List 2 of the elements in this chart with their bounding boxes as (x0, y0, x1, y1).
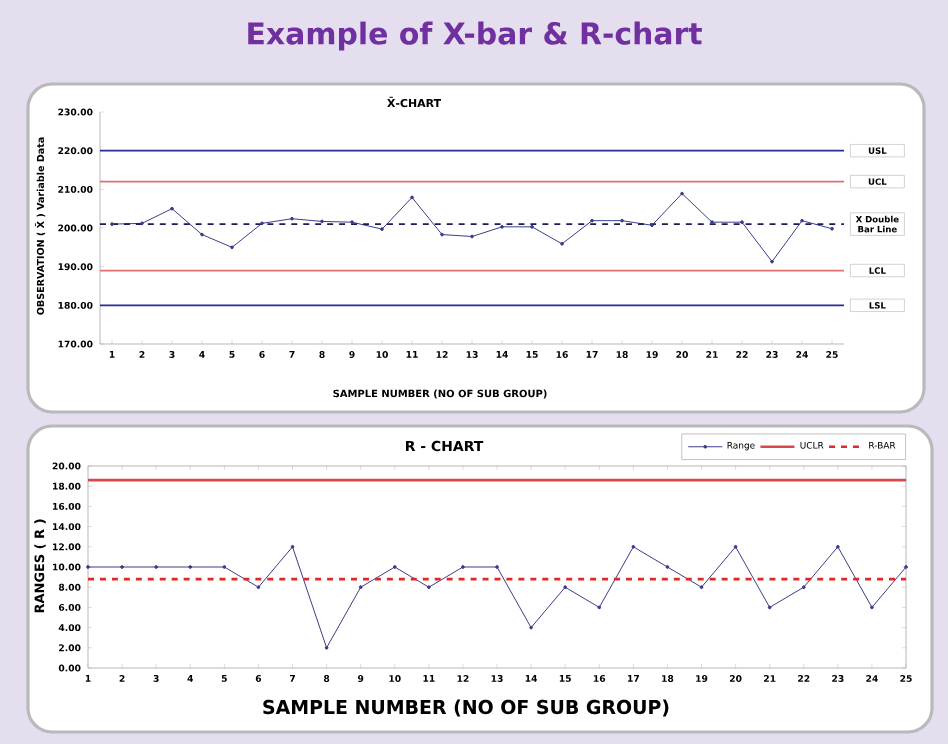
chart-title: Example of X-bar & R-chart (248, 21, 702, 51)
x-axis-title: SAMPLE NUMBER (NO OF SUB GROUP) (263, 699, 669, 717)
